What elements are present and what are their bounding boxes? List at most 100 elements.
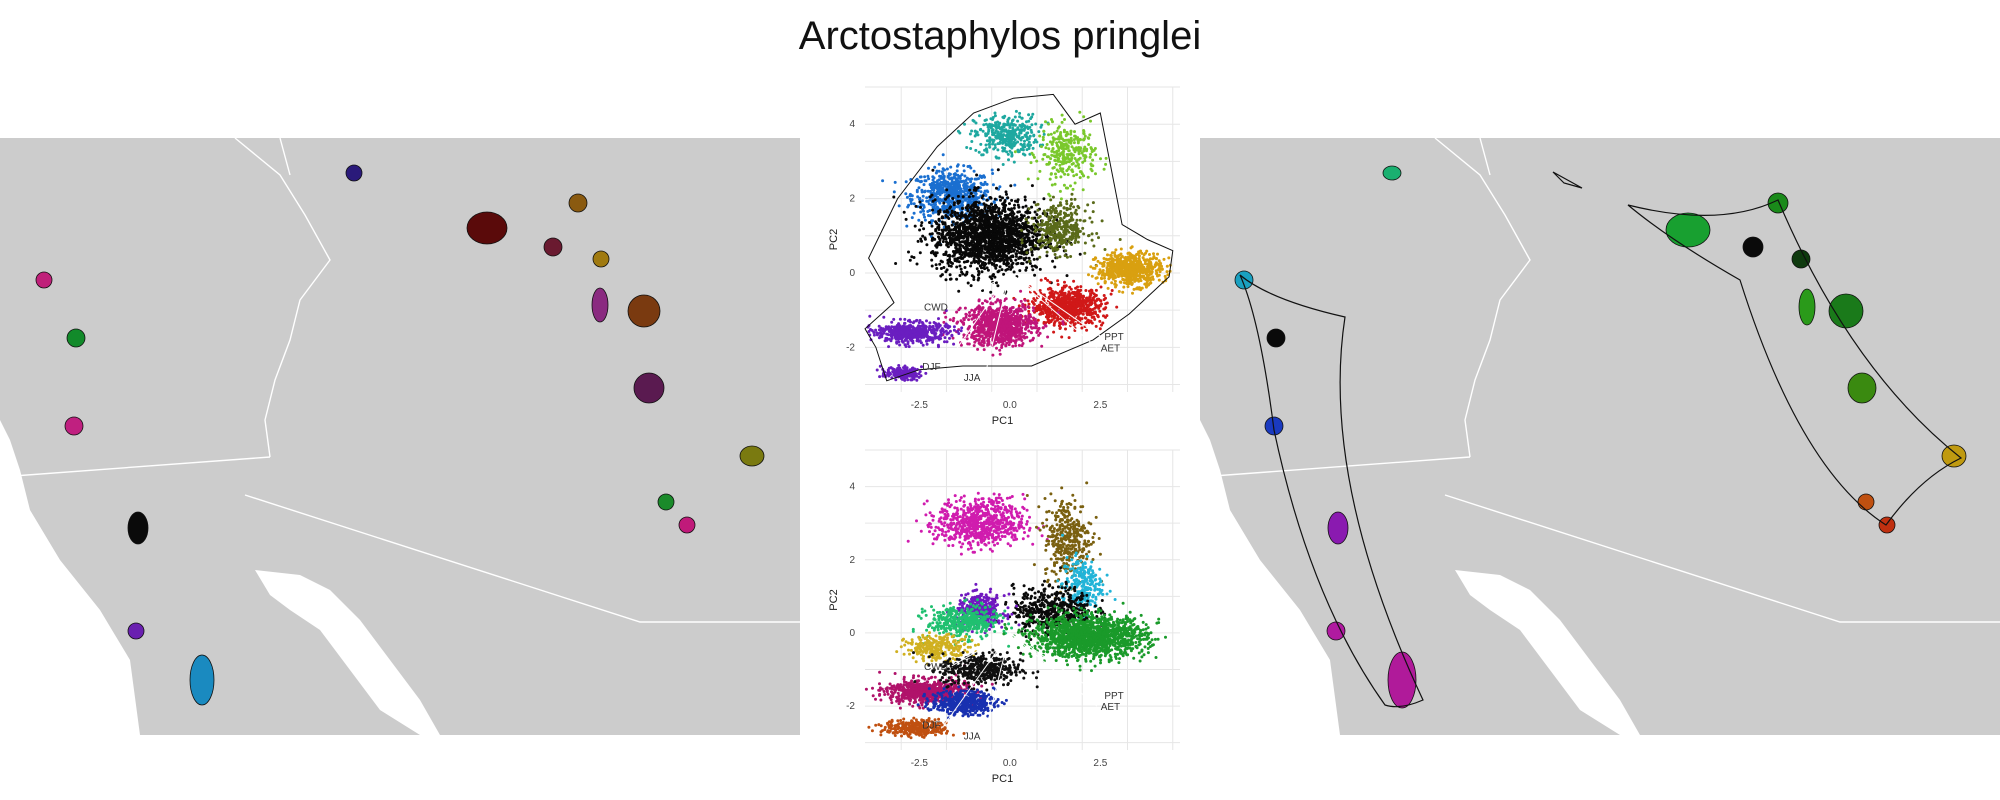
data-point xyxy=(949,165,953,169)
data-point xyxy=(978,219,981,223)
data-point xyxy=(1101,321,1105,325)
data-point xyxy=(945,167,949,171)
data-point xyxy=(987,239,991,243)
data-point xyxy=(945,243,949,247)
data-point xyxy=(1062,130,1066,134)
data-point xyxy=(1069,218,1073,222)
data-point xyxy=(996,168,1000,172)
data-point xyxy=(939,183,943,187)
data-point xyxy=(983,207,987,211)
data-point xyxy=(1058,189,1062,193)
data-point xyxy=(957,260,961,264)
data-point xyxy=(1143,262,1147,266)
data-point xyxy=(933,165,937,169)
data-point xyxy=(957,289,961,293)
data-point xyxy=(981,129,985,133)
data-point xyxy=(1148,278,1152,282)
range-map-left xyxy=(0,137,800,735)
data-point xyxy=(961,195,965,199)
data-point xyxy=(991,142,995,146)
data-point xyxy=(1009,184,1013,188)
data-point xyxy=(1078,303,1081,307)
data-point xyxy=(995,186,998,190)
data-point xyxy=(993,207,997,211)
data-point xyxy=(1126,285,1130,289)
data-point xyxy=(1014,109,1018,113)
data-point xyxy=(1070,243,1074,246)
data-point xyxy=(979,233,982,237)
data-point xyxy=(1065,274,1069,278)
data-point xyxy=(997,244,1001,248)
data-point xyxy=(1140,251,1144,255)
data-point xyxy=(1158,270,1162,274)
range-spot xyxy=(1266,328,1286,348)
data-point xyxy=(1065,228,1069,232)
data-point xyxy=(1017,239,1021,243)
data-point xyxy=(1033,226,1037,230)
data-point xyxy=(979,127,983,131)
data-point xyxy=(937,162,941,166)
data-point xyxy=(1026,305,1030,309)
range-spot xyxy=(1878,516,1896,534)
data-point xyxy=(1047,217,1051,221)
data-point xyxy=(960,180,964,184)
data-point xyxy=(921,203,925,207)
map-land xyxy=(0,138,800,735)
data-point xyxy=(1003,210,1007,213)
data-point xyxy=(904,192,908,196)
data-point xyxy=(977,252,981,256)
data-point xyxy=(920,221,924,225)
data-point xyxy=(1060,168,1064,172)
data-point xyxy=(1064,134,1068,138)
data-point xyxy=(948,277,952,281)
range-spot xyxy=(657,493,675,511)
data-point xyxy=(998,132,1002,136)
data-point xyxy=(1058,225,1062,229)
data-point xyxy=(1035,228,1039,232)
data-point xyxy=(965,270,969,274)
data-point xyxy=(1046,287,1050,291)
data-point xyxy=(1014,141,1018,145)
data-point xyxy=(1057,301,1060,305)
data-point xyxy=(1080,151,1084,155)
data-point xyxy=(960,173,964,177)
point-cluster xyxy=(956,109,1050,166)
data-point xyxy=(1071,228,1075,232)
data-point xyxy=(979,254,983,258)
data-point xyxy=(1110,258,1114,262)
data-point xyxy=(904,217,908,221)
data-point xyxy=(1067,149,1071,153)
data-point xyxy=(951,254,955,258)
data-point xyxy=(1049,210,1053,213)
data-point xyxy=(993,246,997,250)
data-point xyxy=(975,238,979,242)
data-point xyxy=(944,270,948,274)
data-point xyxy=(955,277,959,281)
data-point xyxy=(1118,253,1122,257)
data-point xyxy=(1063,118,1066,121)
data-point xyxy=(1008,126,1012,129)
data-point xyxy=(975,234,979,238)
data-point xyxy=(1041,233,1044,237)
data-point xyxy=(1069,309,1073,313)
data-point xyxy=(965,146,969,149)
range-spot xyxy=(1234,270,1254,290)
data-point xyxy=(1124,267,1128,271)
data-point xyxy=(1110,289,1114,292)
data-point xyxy=(1156,252,1159,256)
data-point xyxy=(1001,234,1005,238)
data-point xyxy=(1032,222,1036,226)
data-point xyxy=(947,217,951,220)
data-point xyxy=(941,235,944,239)
data-point xyxy=(1058,212,1062,216)
data-point xyxy=(1077,157,1081,161)
data-point xyxy=(1130,245,1134,249)
data-point xyxy=(1120,255,1124,258)
data-point xyxy=(1160,267,1164,271)
data-point xyxy=(1074,286,1078,290)
data-point xyxy=(1073,223,1077,227)
data-point xyxy=(1144,269,1148,273)
data-point xyxy=(1088,133,1092,137)
data-point xyxy=(1008,144,1011,148)
data-point xyxy=(1006,267,1010,271)
